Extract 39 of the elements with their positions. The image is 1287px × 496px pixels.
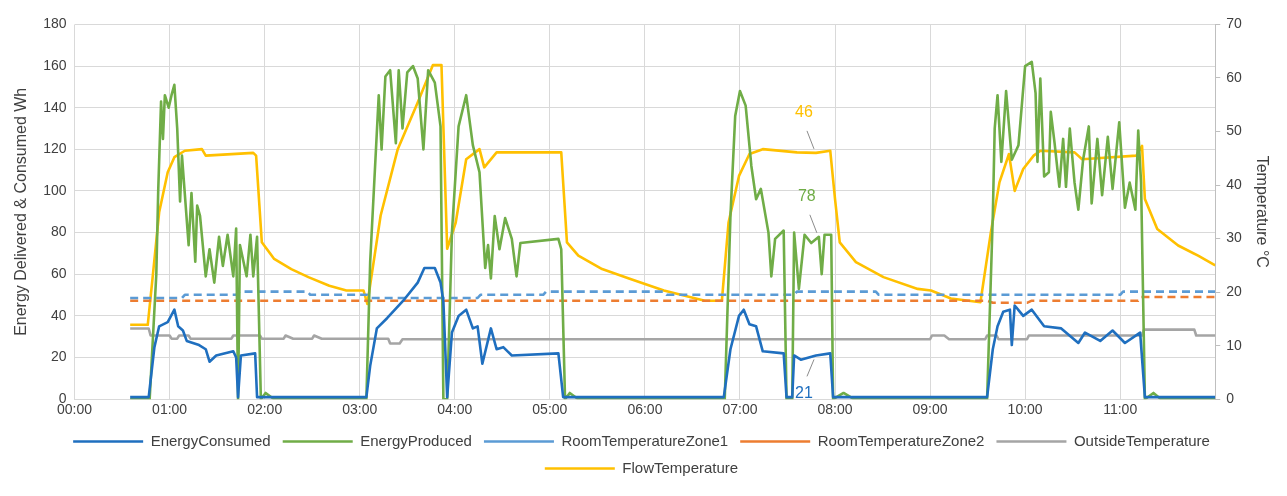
x-tick-label: 06:00 bbox=[627, 401, 663, 418]
data-label: 46 bbox=[795, 103, 813, 121]
y2-tick-label: 0 bbox=[1226, 390, 1235, 407]
legend-label: RoomTemperatureZone2 bbox=[817, 431, 985, 449]
y-tick-label: 40 bbox=[50, 306, 67, 323]
y2-tick-label: 30 bbox=[1226, 229, 1243, 246]
y2-axis-title: Temperature °C bbox=[1253, 155, 1271, 268]
y-tick-label: 20 bbox=[50, 348, 67, 365]
x-tick-label: 04:00 bbox=[437, 401, 473, 418]
data-label: 78 bbox=[797, 187, 816, 205]
legend-label: OutsideTemperature bbox=[1073, 431, 1210, 449]
legend-label: RoomTemperatureZone1 bbox=[561, 431, 729, 449]
x-tick-label: 05:00 bbox=[532, 401, 568, 418]
y2-tick-label: 10 bbox=[1226, 336, 1243, 353]
x-tick-label: 09:00 bbox=[912, 401, 948, 418]
y2-tick-label: 70 bbox=[1226, 15, 1243, 32]
y2-tick-label: 50 bbox=[1226, 122, 1243, 139]
y-tick-label: 120 bbox=[43, 140, 67, 157]
y-tick-label: 80 bbox=[50, 223, 67, 240]
data-label: 21 bbox=[795, 383, 813, 401]
legend-label: FlowTemperature bbox=[622, 458, 739, 476]
y2-tick-label: 40 bbox=[1226, 175, 1243, 192]
y2-tick-label: 60 bbox=[1226, 68, 1243, 85]
y2-tick-label: 20 bbox=[1226, 282, 1243, 299]
y-axis-title: Energy Delivered & Consumed Wh bbox=[12, 87, 30, 336]
x-tick-label: 02:00 bbox=[247, 401, 283, 418]
x-tick-label: 01:00 bbox=[152, 401, 188, 418]
x-tick-label: 10:00 bbox=[1007, 401, 1043, 418]
y-tick-label: 180 bbox=[43, 15, 67, 32]
y-tick-label: 100 bbox=[43, 181, 67, 198]
x-tick-label: 03:00 bbox=[342, 401, 378, 418]
x-tick-label: 07:00 bbox=[722, 401, 758, 418]
legend-label: EnergyConsumed bbox=[150, 431, 271, 449]
y-tick-label: 140 bbox=[43, 98, 67, 115]
x-tick-label: 11:00 bbox=[1103, 401, 1138, 418]
y-tick-label: 160 bbox=[43, 56, 67, 73]
x-tick-label: 08:00 bbox=[817, 401, 853, 418]
y-tick-label: 60 bbox=[50, 265, 67, 282]
legend-label: EnergyProduced bbox=[360, 431, 472, 449]
